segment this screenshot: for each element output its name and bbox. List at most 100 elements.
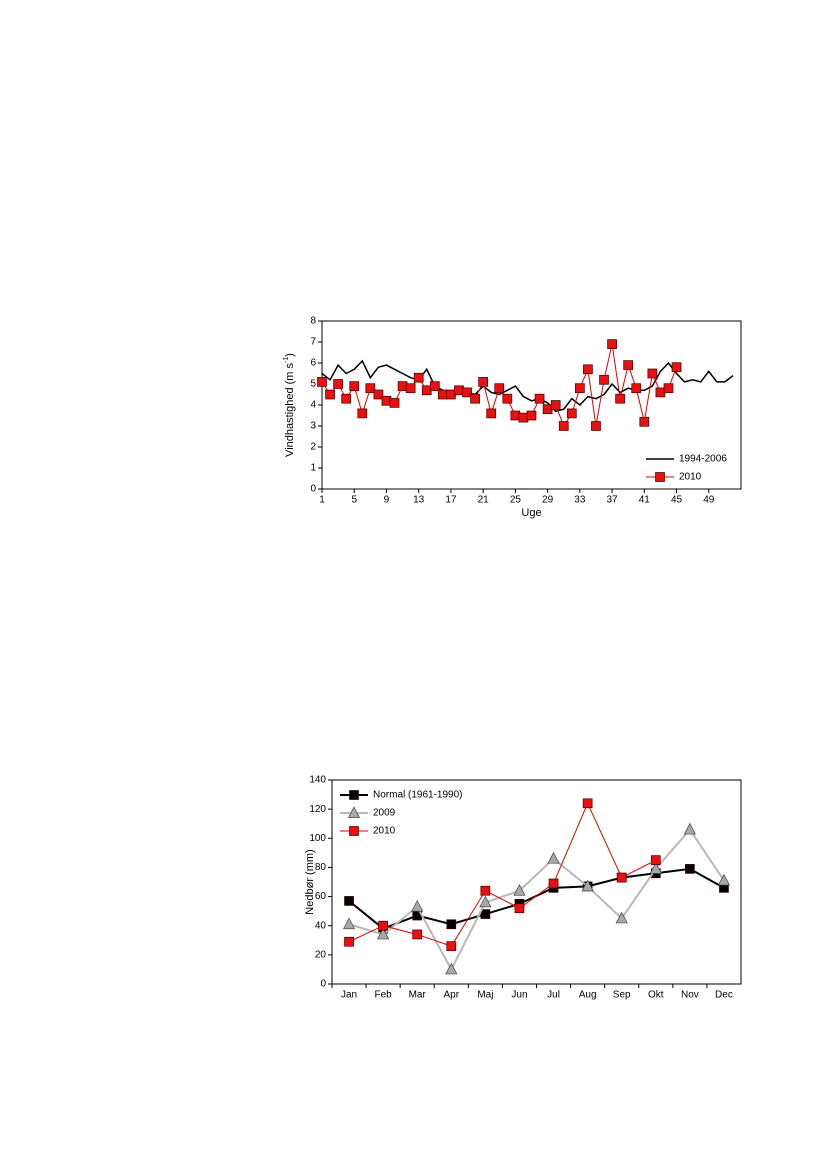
marker <box>347 806 361 818</box>
x-tick-label: 45 <box>671 495 683 506</box>
marker <box>480 885 491 896</box>
x-tick-label: 21 <box>478 495 490 506</box>
x-tick-label: 13 <box>413 495 425 506</box>
y-tick-label: 20 <box>315 949 327 960</box>
marker <box>357 408 368 419</box>
x-tick-label: 33 <box>574 495 586 506</box>
marker <box>510 410 521 421</box>
marker <box>526 410 537 421</box>
marker <box>581 879 594 892</box>
line <box>348 827 725 972</box>
marker <box>333 379 343 389</box>
marker <box>683 822 696 835</box>
y-tick-label: 5 <box>310 379 316 390</box>
marker <box>623 360 634 370</box>
marker <box>429 381 440 391</box>
x-tick-label: Jan <box>341 990 357 1001</box>
marker <box>631 383 642 394</box>
series <box>344 798 661 951</box>
marker <box>685 864 695 874</box>
x-tick-label: Okt <box>648 990 664 1001</box>
marker <box>344 896 354 906</box>
y-tick-label: 80 <box>315 862 327 873</box>
marker <box>349 381 360 391</box>
marker <box>478 377 489 387</box>
marker <box>381 395 392 406</box>
marker <box>717 873 731 886</box>
marker <box>317 377 327 387</box>
marker <box>377 927 390 940</box>
x-tick-label: 5 <box>351 495 357 506</box>
x-tick-label: 41 <box>639 495 651 506</box>
x-tick-label: Jun <box>511 990 527 1001</box>
marker <box>566 408 577 419</box>
marker <box>454 385 464 396</box>
marker <box>349 826 359 836</box>
marker <box>389 398 400 408</box>
y-axis-label-text: Vindhastighed (m s <box>284 362 296 456</box>
marker <box>599 374 609 385</box>
marker <box>548 878 559 889</box>
legend-label: 2010 <box>679 472 702 483</box>
legend-label: 1994-2006 <box>679 454 727 465</box>
marker <box>445 962 458 975</box>
x-axis-label: Uge <box>521 507 541 519</box>
marker <box>513 883 526 896</box>
marker <box>514 903 525 914</box>
y-axis-label-end: ) <box>284 353 296 357</box>
line <box>321 359 734 413</box>
marker <box>480 909 491 919</box>
marker <box>462 387 472 398</box>
marker <box>486 408 497 419</box>
marker <box>421 385 432 396</box>
marker <box>349 790 359 800</box>
y-tick-label: 120 <box>309 804 326 815</box>
marker <box>365 383 376 394</box>
y-tick-label: 140 <box>309 775 326 786</box>
marker <box>542 404 553 415</box>
y-tick-label: 6 <box>310 358 316 369</box>
marker <box>647 368 658 379</box>
series <box>321 359 734 413</box>
x-tick-label: Maj <box>477 990 493 1001</box>
legend-label: Normal (1961-1990) <box>373 790 463 801</box>
series <box>317 339 682 431</box>
marker <box>325 389 335 400</box>
x-tick-label: Nov <box>681 990 699 1001</box>
y-tick-label: 0 <box>310 484 316 495</box>
y-tick-label: 4 <box>310 400 316 411</box>
marker <box>470 393 480 404</box>
marker <box>373 389 384 400</box>
y-tick-label: 100 <box>309 833 326 844</box>
x-tick-label: Feb <box>375 990 393 1001</box>
x-tick-label: 9 <box>384 495 390 506</box>
x-tick-label: 49 <box>703 495 715 506</box>
x-tick-label: Dec <box>715 990 733 1001</box>
marker <box>342 917 356 930</box>
y-tick-label: 60 <box>315 891 327 902</box>
x-tick-label: Sep <box>613 990 631 1001</box>
y-tick-label: 8 <box>310 316 316 327</box>
marker <box>547 851 560 864</box>
x-tick-label: 37 <box>607 495 619 506</box>
marker <box>446 389 456 400</box>
y-axis-label: Vindhastighed (m s-1) <box>283 353 296 457</box>
legend-label: 2009 <box>373 808 396 819</box>
marker <box>650 855 661 865</box>
marker <box>639 416 650 427</box>
marker <box>607 339 617 349</box>
marker <box>397 381 408 391</box>
marker <box>518 412 529 423</box>
x-tick-label: 1 <box>319 495 325 506</box>
legend-label: 2010 <box>373 826 396 837</box>
x-tick-label: 17 <box>445 495 457 506</box>
marker <box>591 421 601 431</box>
marker <box>558 421 569 431</box>
x-tick-label: Jul <box>547 990 560 1001</box>
marker <box>341 393 352 404</box>
x-tick-label: 29 <box>542 495 554 506</box>
marker <box>405 383 416 394</box>
marker <box>615 393 625 404</box>
